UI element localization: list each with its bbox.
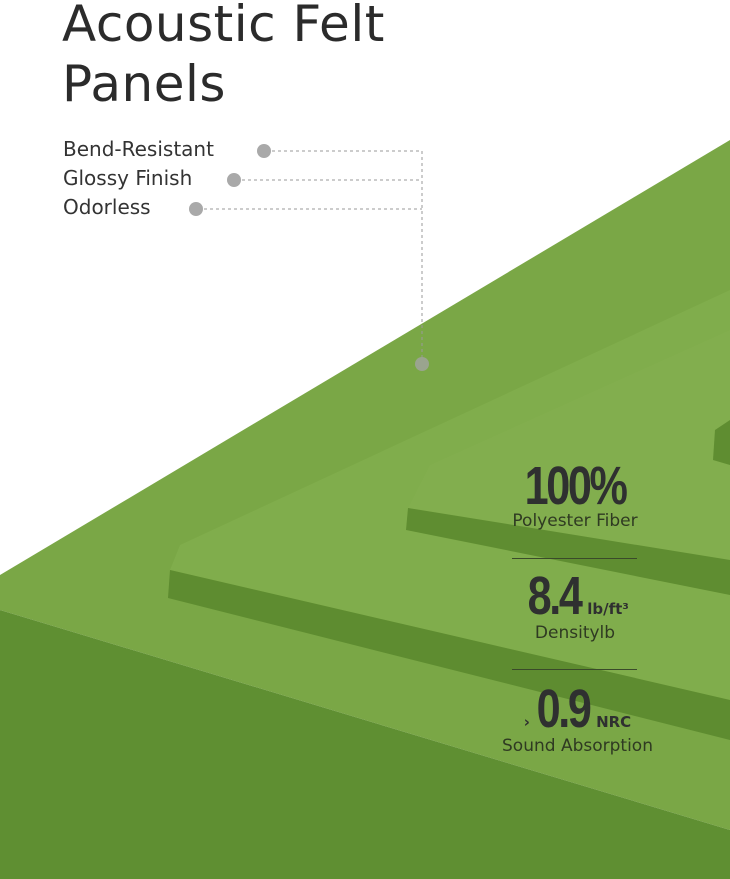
bullet-dot [227, 173, 241, 187]
stat-unit: NRC [596, 713, 632, 731]
stat-label: Sound Absorption [502, 736, 653, 756]
bullet-dot [189, 202, 203, 216]
divider [512, 669, 637, 670]
stat-nrc: › 0.9 NRC Sound Absorption [490, 678, 665, 756]
title-line-1: Acoustic Felt [62, 0, 385, 53]
divider [512, 558, 637, 559]
stat-value: 100% [524, 456, 628, 516]
panel-medium-edge [168, 570, 730, 740]
stat-label: Polyester Fiber [512, 511, 638, 531]
panel-large-edge [0, 610, 730, 879]
title-line-2: Panels [62, 55, 226, 113]
pointer-dot [415, 357, 429, 371]
panel-small-top [408, 330, 730, 560]
panel-small-edge [406, 508, 730, 595]
stat-material: 100% Polyester Fiber [500, 455, 650, 531]
stat-value: 0.9 [536, 679, 592, 739]
stat-unit: lb/ft³ [587, 600, 629, 618]
stat-density: 8.4 lb/ft³ Densitylb [500, 565, 650, 643]
greater-than-icon: › [523, 713, 530, 731]
stat-value: 8.4 [527, 566, 583, 626]
panel-tiny-edge [713, 420, 730, 465]
feature-bend-resistant: Bend-Resistant [63, 137, 214, 161]
feature-odorless: Odorless [63, 195, 151, 219]
feature-glossy-finish: Glossy Finish [63, 166, 193, 190]
stat-label: Densitylb [534, 623, 616, 643]
page-title: Acoustic Felt Panels [62, 0, 385, 114]
bullet-dot [257, 144, 271, 158]
